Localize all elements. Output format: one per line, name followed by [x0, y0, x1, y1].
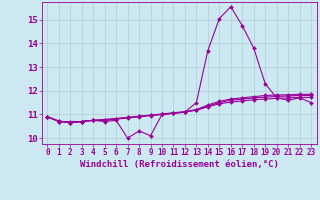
- X-axis label: Windchill (Refroidissement éolien,°C): Windchill (Refroidissement éolien,°C): [80, 160, 279, 169]
